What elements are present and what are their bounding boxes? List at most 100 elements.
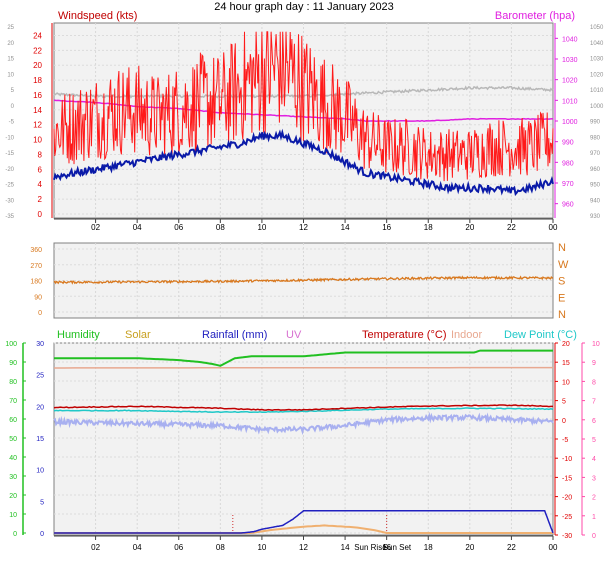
hour-tick-label: 06 — [174, 543, 183, 552]
temperature-ticks: 20 15 10 5 0 -5 -10 -15 -20 -25 -30 — [555, 341, 572, 540]
legend-entry: Rainfall (mm) — [202, 329, 267, 341]
temperature-tick-label: -5 — [562, 437, 568, 444]
direction-tick-label: 180 — [30, 279, 42, 286]
sunset-label: Sun Set — [383, 543, 412, 552]
hour-tick-label: 20 — [465, 543, 474, 552]
hour-tick-label: 20 — [465, 223, 474, 232]
hour-tick-label: 04 — [133, 543, 142, 552]
outer-left-tick-label: -30 — [5, 198, 14, 204]
rain-tick-label: 25 — [36, 373, 44, 380]
hour-tick-label: 08 — [216, 223, 225, 232]
hour-tick-label: 10 — [257, 543, 266, 552]
hour-tick-label: 06 — [174, 223, 183, 232]
humidity-tick-label: 100 — [5, 341, 17, 348]
humidity-tick-label: 90 — [9, 360, 17, 367]
sunrise-label: Sun Rise — [354, 543, 387, 552]
windspeed-tick-label: 20 — [33, 61, 42, 70]
barometer-tick-label: 980 — [562, 160, 574, 167]
outer-right-tick-label: 960 — [590, 167, 601, 173]
compass-label: E — [558, 292, 565, 304]
hour-tick-label: 10 — [257, 223, 266, 232]
series-rainfall — [54, 510, 554, 534]
hour-tick-label: 14 — [341, 223, 350, 232]
uv-tick-label: 9 — [592, 360, 596, 367]
rain-tick-label: 30 — [36, 341, 44, 348]
outer-left-tick-label: 5 — [11, 88, 15, 94]
hour-tick-label: 18 — [424, 543, 433, 552]
temperature-tick-label: -20 — [562, 495, 572, 502]
outer-right-tick-label: 970 — [590, 151, 601, 157]
uv-tick-label: 8 — [592, 379, 596, 386]
outer-left-tick-label: 20 — [7, 41, 14, 47]
windspeed-tick-label: 0 — [38, 210, 43, 219]
windspeed-tick-label: 2 — [38, 195, 43, 204]
uv-tick-label: 2 — [592, 495, 596, 502]
temperature-tick-label: 5 — [562, 399, 566, 406]
temperature-tick-label: 15 — [562, 360, 570, 367]
hour-tick-label: 12 — [299, 223, 308, 232]
conditions-legend: Humidity Solar Rainfall (mm) UV Temperature … — [57, 329, 577, 341]
series-wind-direction — [53, 275, 554, 285]
barometer-tick-label: 1040 — [562, 36, 578, 43]
windspeed-tick-label: 8 — [38, 150, 43, 159]
outer-right-tick-label: 1050 — [590, 25, 604, 31]
temperature-tick-label: -25 — [562, 514, 572, 521]
panel-conditions: Humidity Solar Rainfall (mm) UV Temperature … — [5, 329, 600, 552]
outer-right-tick-label: 1010 — [590, 88, 604, 94]
outer-right-tick-label: 1030 — [590, 57, 604, 63]
legend-entry: Dew Point (°C) — [504, 329, 577, 341]
outer-left-tick-label: -25 — [5, 183, 14, 189]
hour-tick-label: 22 — [507, 543, 516, 552]
outer-left-tick-label: 0 — [11, 104, 15, 110]
outer-left-tick-label: 10 — [7, 72, 14, 78]
barometer-tick-label: 970 — [562, 181, 574, 188]
direction-tick-label: 0 — [38, 310, 42, 317]
humidity-tick-label: 10 — [9, 512, 17, 519]
conditions-series — [53, 349, 554, 534]
humidity-tick-label: 40 — [9, 455, 17, 462]
direction-ticks: 360 270 180 90 0 — [30, 247, 42, 317]
hour-tick-label: 08 — [216, 543, 225, 552]
outer-right-tick-label: 1040 — [590, 41, 604, 47]
direction-tick-label: 270 — [30, 263, 42, 270]
hour-tick-label: 00 — [549, 223, 558, 232]
legend-entry: Humidity — [57, 329, 100, 341]
rain-tick-label: 10 — [36, 468, 44, 475]
page-title: 24 hour graph day : 11 January 2023 — [214, 1, 394, 13]
direction-series — [53, 275, 554, 285]
windspeed-tick-label: 18 — [33, 76, 42, 85]
windspeed-tick-label: 6 — [38, 165, 43, 174]
temperature-tick-label: -10 — [562, 456, 572, 463]
panel-wind-barometer: Windspeed (kts) Barometer (hpa) 24222018… — [5, 10, 604, 232]
windspeed-tick-label: 24 — [33, 31, 42, 40]
temperature-tick-label: 20 — [562, 341, 570, 348]
outer-left-tick-label: -20 — [5, 167, 14, 173]
windspeed-axis-label: Windspeed (kts) — [58, 10, 137, 22]
windspeed-tick-label: 12 — [33, 121, 42, 130]
outer-left-tick-label: 15 — [7, 57, 14, 63]
outer-right-ticks: 1050 1040 1030 1020 1010 1000 990 980 970 960 950 9… — [590, 25, 604, 220]
barometer-axis-label: Barometer (hpa) — [495, 10, 575, 22]
outer-left-tick-label: -35 — [5, 214, 14, 220]
outer-right-tick-label: 930 — [590, 214, 601, 220]
humidity-tick-label: 70 — [9, 398, 17, 405]
humidity-tick-label: 60 — [9, 417, 17, 424]
outer-left-tick-label: -5 — [9, 120, 15, 126]
barometer-ticks: 1040 1030 1020 1010 1000 990 980 970 960 — [555, 36, 578, 209]
series-apparent-temperature — [53, 411, 554, 436]
humidity-tick-label: 20 — [9, 493, 17, 500]
barometer-tick-label: 1030 — [562, 57, 578, 64]
windspeed-tick-label: 14 — [33, 106, 42, 115]
hour-tick-label: 02 — [91, 543, 100, 552]
direction-tick-label: 90 — [34, 294, 42, 301]
temperature-tick-label: 0 — [562, 418, 566, 425]
rain-tick-label: 20 — [36, 404, 44, 411]
legend-entry: Indoor — [451, 329, 483, 341]
windspeed-tick-label: 16 — [33, 91, 42, 100]
barometer-tick-label: 1000 — [562, 119, 578, 126]
humidity-tick-label: 80 — [9, 379, 17, 386]
